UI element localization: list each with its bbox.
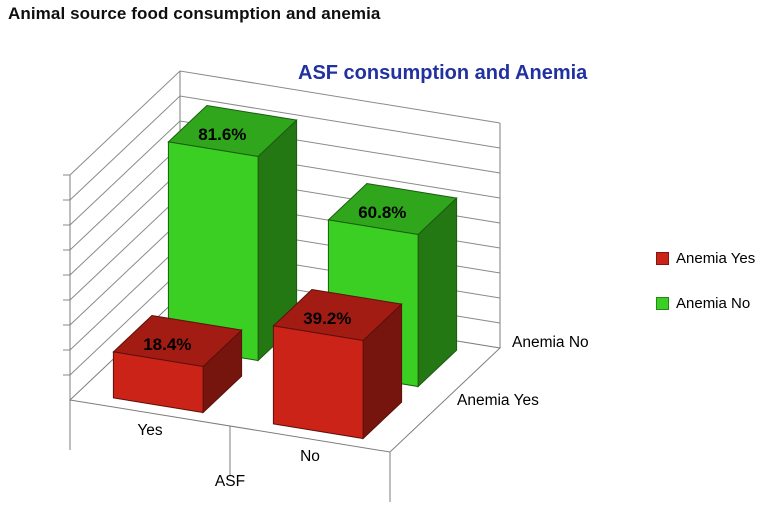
data-label-anemia-no-asf-no: 60.8% bbox=[358, 203, 406, 222]
data-label-anemia-yes-asf-yes: 18.4% bbox=[143, 335, 191, 354]
data-labels: 81.6% 60.8% 18.4% 39.2% bbox=[143, 125, 406, 354]
depth-label-anemia-no: Anemia No bbox=[512, 334, 589, 351]
depth-label-anemia-yes: Anemia Yes bbox=[457, 392, 539, 409]
data-label-anemia-yes-asf-no: 39.2% bbox=[303, 309, 351, 328]
legend-item-anemia-no: Anemia No bbox=[656, 295, 755, 312]
bar-anemia-yes-asf-yes bbox=[112, 314, 243, 414]
chart-legend: Anemia Yes Anemia No bbox=[656, 250, 755, 312]
category-label-no: No bbox=[300, 448, 320, 465]
category-label-yes: Yes bbox=[137, 422, 163, 439]
page-title: Animal source food consumption and anemi… bbox=[8, 4, 381, 23]
bars bbox=[112, 104, 458, 440]
legend-label-anemia-yes: Anemia Yes bbox=[676, 250, 756, 267]
bar-anemia-no-asf-yes bbox=[167, 104, 298, 362]
legend-item-anemia-yes: Anemia Yes bbox=[656, 250, 755, 267]
legend-swatch-anemia-no bbox=[656, 297, 669, 310]
axis-labels: Yes No ASF Anemia Yes Anemia No bbox=[137, 334, 588, 490]
legend-swatch-anemia-yes bbox=[656, 252, 669, 265]
chart-title: ASF consumption and Anemia bbox=[298, 62, 588, 84]
bar-anemia-yes-asf-no bbox=[272, 288, 403, 440]
data-label-anemia-no-asf-yes: 81.6% bbox=[198, 125, 246, 144]
x-axis-title: ASF bbox=[215, 473, 245, 490]
legend-label-anemia-no: Anemia No bbox=[676, 295, 751, 312]
